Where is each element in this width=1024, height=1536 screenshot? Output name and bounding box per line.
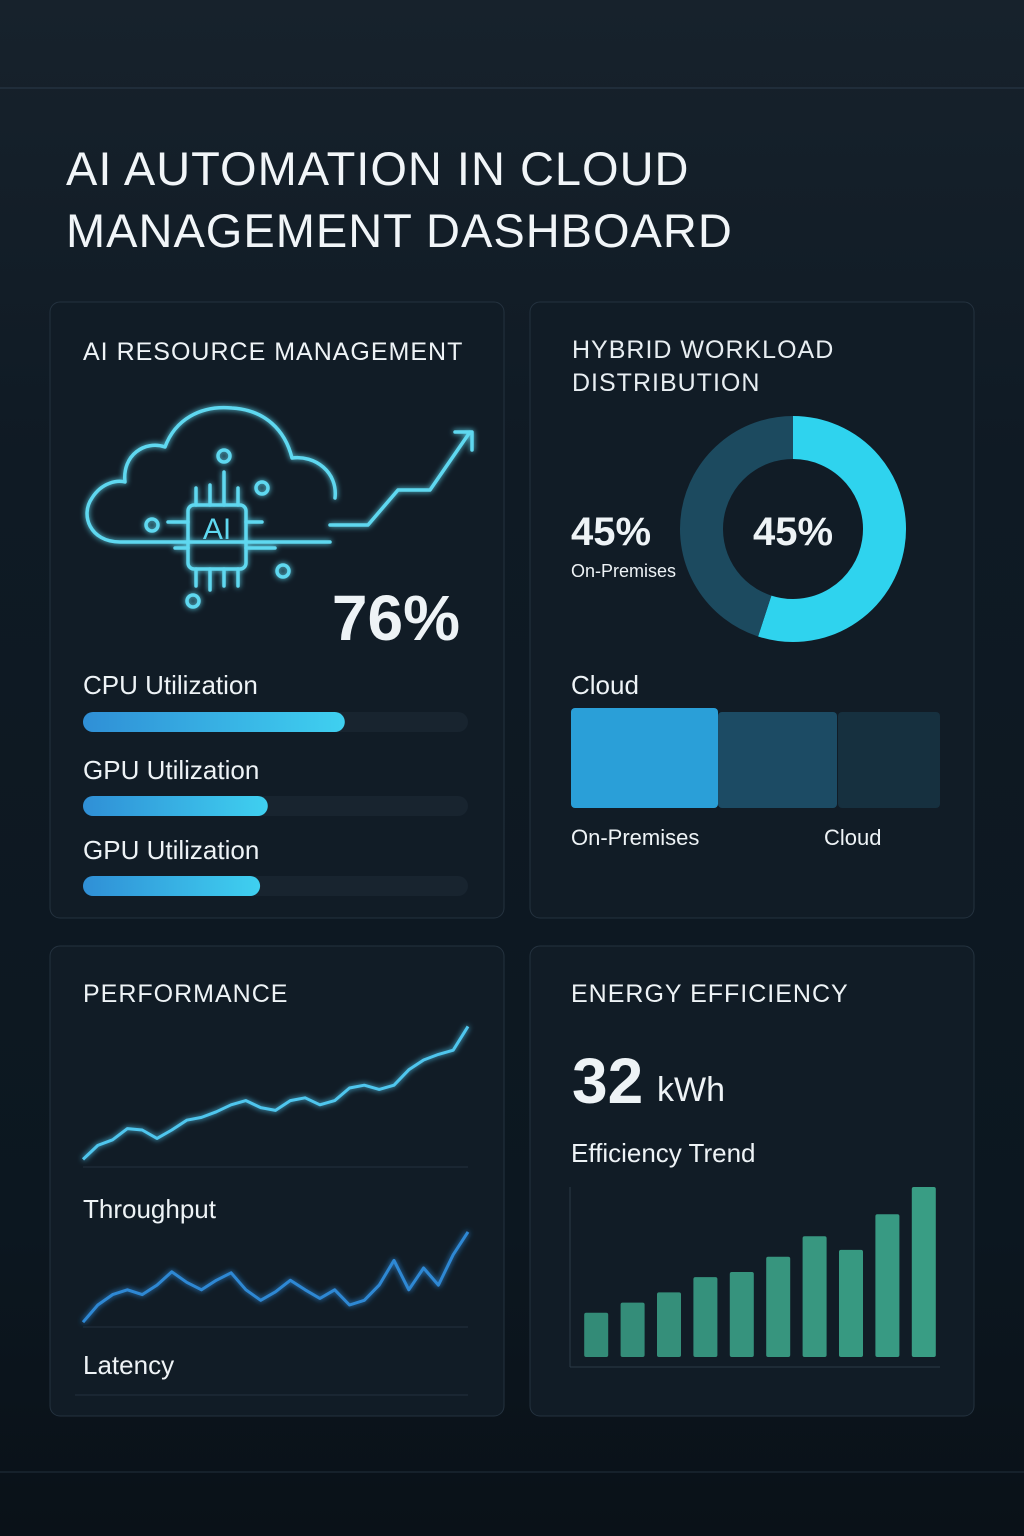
cloud-ai-icon [85, 405, 474, 609]
x-category-label: Cloud [824, 825, 881, 850]
bar [620, 1302, 645, 1357]
dashboard-title: AI AUTOMATION IN CLOUD MANAGEMENT DASHBO… [66, 142, 733, 257]
bar [839, 1249, 863, 1357]
panel-title: ENERGY EFFICIENCY [571, 980, 849, 1008]
progress-label: CPU Utilization [83, 670, 258, 700]
area-column [838, 712, 940, 808]
headline-unit: kWh [657, 1071, 725, 1109]
bar [911, 1187, 936, 1357]
bar [802, 1236, 827, 1357]
value-label: 45% [571, 510, 651, 554]
progress-label: GPU Utilization [83, 755, 259, 785]
series-line [81, 1025, 470, 1161]
x-category-label: On-Premises [571, 825, 699, 850]
panel-title: HYBRID WORKLOAD DISTRIBUTION [572, 336, 835, 397]
chip-label: AI [203, 513, 231, 546]
bar [693, 1277, 718, 1357]
category-label: Cloud [571, 670, 639, 700]
panel-title: AI RESOURCE MANAGEMENT [83, 338, 463, 366]
bar [766, 1256, 791, 1357]
panel [49, 301, 505, 919]
headline-value: 76% [332, 582, 460, 654]
series-label: Throughput [83, 1194, 217, 1224]
series-label: Latency [83, 1350, 174, 1380]
progress-fill [83, 876, 261, 896]
progress-fill [83, 796, 268, 816]
area-column [718, 712, 837, 808]
bar [729, 1272, 754, 1357]
bar [584, 1312, 609, 1357]
bar [657, 1292, 681, 1357]
progress-fill [83, 712, 345, 732]
donut-segment [758, 416, 906, 642]
donut-segment [680, 416, 794, 637]
bar [875, 1214, 900, 1357]
progress-label: GPU Utilization [83, 835, 259, 865]
donut-center-label: 45% [753, 510, 833, 554]
area-column [571, 708, 718, 808]
headline-value: 32 [572, 1045, 643, 1117]
category-label: On-Premises [571, 561, 676, 581]
panel-title: PERFORMANCE [83, 980, 288, 1008]
subtitle: Efficiency Trend [571, 1138, 756, 1168]
panel [49, 945, 505, 1417]
series-line [81, 1231, 470, 1324]
